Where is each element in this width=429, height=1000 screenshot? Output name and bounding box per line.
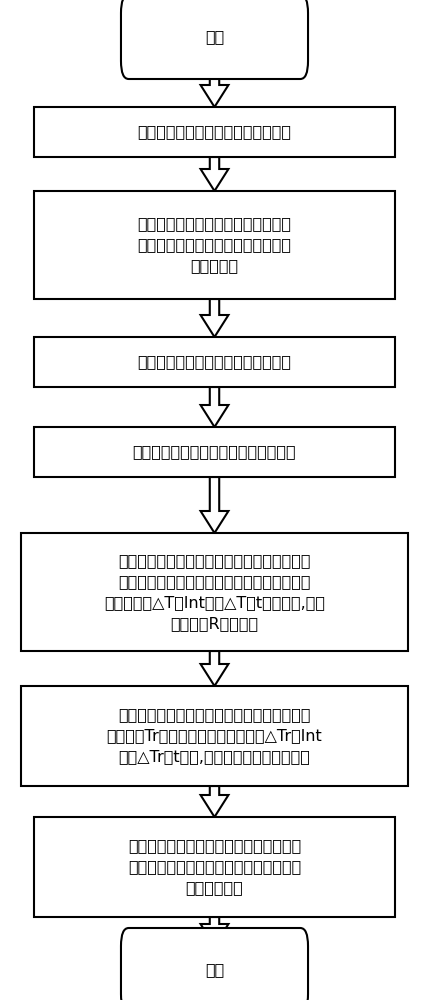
Text: 给三维传热模型中的界面设置热阻值: 给三维传热模型中的界面设置热阻值 — [138, 355, 291, 369]
Bar — [21, 533, 408, 651]
FancyBboxPatch shape — [121, 928, 308, 1000]
Polygon shape — [201, 157, 228, 191]
Polygon shape — [201, 61, 228, 107]
Text: 开始: 开始 — [205, 29, 224, 44]
Bar — [21, 686, 408, 786]
Polygon shape — [201, 651, 228, 686]
Bar — [34, 427, 395, 477]
Polygon shape — [201, 299, 228, 337]
Bar — [34, 817, 395, 917]
Bar — [34, 337, 395, 387]
Text: 结束: 结束 — [205, 962, 224, 978]
Text: 制备两个测量样品，将测量样品叠放: 制备两个测量样品，将测量样品叠放 — [138, 124, 291, 139]
Text: 对测量样品的实际材料使用热线法测量，读取
热线温度Tr随时间变化的数据，绘制△Tr－lnt
或者△Tr－t曲线,得到实际测量的热阻曲线: 对测量样品的实际材料使用热线法测量，读取 热线温度Tr随时间变化的数据，绘制△T… — [107, 708, 322, 764]
Text: 将实际测量的热阻曲线与三维传热模型中
的模拟热阻曲线图谱对比，使用插值法得
到界面热阻值: 将实际测量的热阻曲线与三维传热模型中 的模拟热阻曲线图谱对比，使用插值法得 到界… — [128, 838, 301, 896]
Bar — [34, 107, 395, 157]
Bar — [34, 191, 395, 299]
Polygon shape — [201, 786, 228, 817]
FancyBboxPatch shape — [121, 0, 308, 79]
Polygon shape — [201, 917, 228, 946]
Text: 记录三维传热模型中热线温度随时间变化的数
据，求解不同热阻下的热线温度随时间的变化
结果，绘制△T－lnt或者△T－t图线图谱,得到
界面热阻R的曲线族: 记录三维传热模型中热线温度随时间变化的数 据，求解不同热阻下的热线温度随时间的变… — [104, 553, 325, 631]
Text: 给定热阻范围，求解计算三维传热模型: 给定热阻范围，求解计算三维传热模型 — [133, 444, 296, 460]
Polygon shape — [201, 477, 228, 533]
Polygon shape — [201, 387, 228, 427]
Text: 利用有限元的方法并根据热线法测量
的样品的过程对两个测量样品建立三
维传热模型: 利用有限元的方法并根据热线法测量 的样品的过程对两个测量样品建立三 维传热模型 — [138, 217, 291, 273]
